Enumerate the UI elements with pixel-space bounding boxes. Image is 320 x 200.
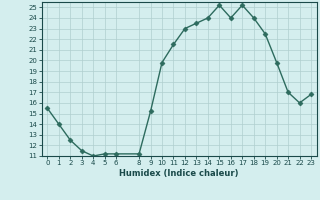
X-axis label: Humidex (Indice chaleur): Humidex (Indice chaleur) xyxy=(119,169,239,178)
